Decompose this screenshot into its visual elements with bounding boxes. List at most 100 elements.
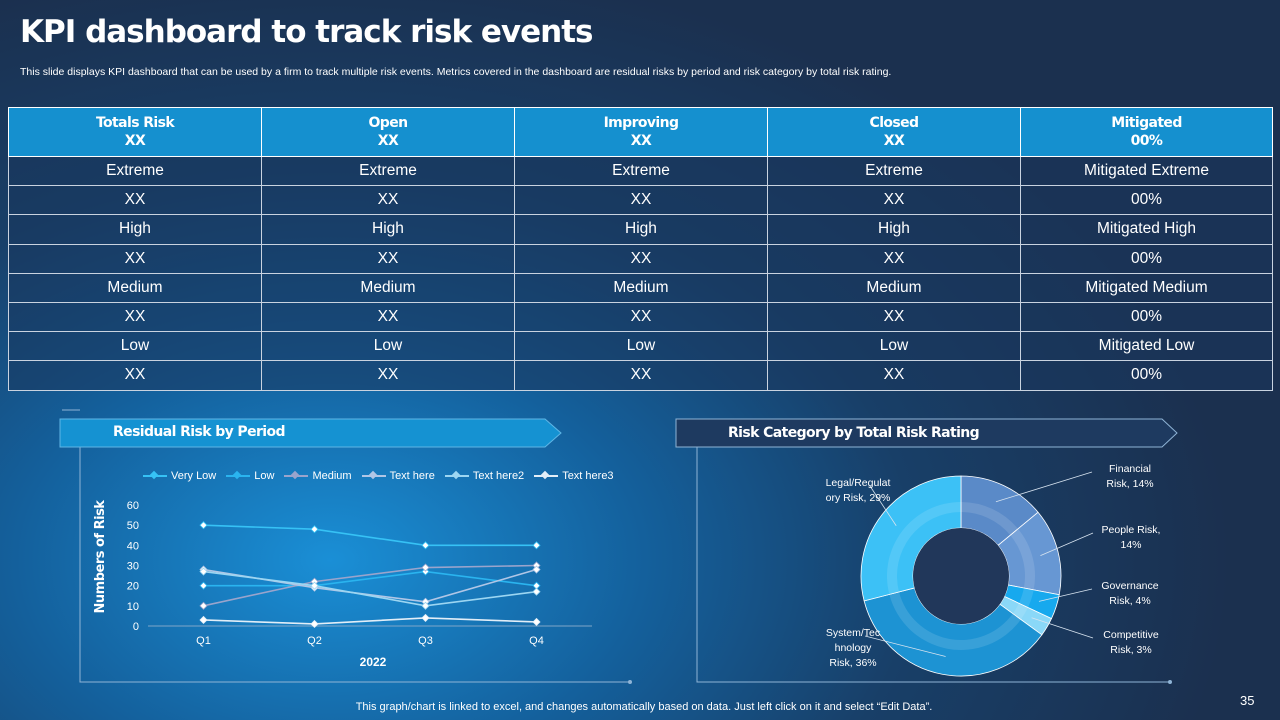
- header-open: Open XX: [261, 107, 515, 157]
- y-tick-label: 20: [127, 581, 139, 593]
- series-line: [203, 570, 537, 587]
- table-cell: High: [8, 214, 262, 245]
- series-marker: [310, 619, 319, 629]
- left-frame: [79, 446, 630, 683]
- y-tick-label: 60: [127, 500, 139, 512]
- slice-label: People Risk, 14%: [1102, 524, 1161, 551]
- table-header-row: Totals Risk XX Open XX Improving XX Closed X…: [8, 107, 1273, 157]
- legend-swatch: [143, 471, 167, 481]
- series-marker: [199, 567, 208, 576]
- x-tick-label: Q4: [529, 635, 544, 647]
- header-totals-risk: Totals Risk XX: [8, 107, 262, 157]
- series-marker: [310, 581, 319, 590]
- donut-slice-highlight: [1010, 528, 1035, 590]
- slice-label-line: 14%: [1120, 539, 1141, 551]
- table-cell: 00%: [1020, 360, 1273, 391]
- series-marker: [532, 541, 541, 550]
- y-tick-label: 50: [127, 520, 139, 532]
- page-number: 35: [1240, 693, 1255, 708]
- table-cell: XX: [514, 360, 768, 391]
- slide-subtitle: This slide displays KPI dashboard that c…: [20, 66, 892, 78]
- slice-label-line: Financial: [1109, 463, 1151, 475]
- legend-label: Text here3: [562, 470, 614, 482]
- right-frame: [696, 446, 1170, 683]
- series-marker: [421, 613, 430, 622]
- slide-title: KPI dashboard to track risk events: [20, 14, 593, 50]
- legend-label: Text here2: [472, 470, 525, 482]
- legend-label: Low: [254, 470, 275, 482]
- table-cell: Low: [8, 331, 262, 362]
- series-marker: [199, 615, 208, 625]
- donut-hole: [913, 528, 1009, 624]
- legend-item: Text here3: [534, 470, 614, 482]
- table-row: Medium Medium Medium Medium Mitigated Medium: [8, 272, 1273, 303]
- slice-label: Legal/Regulat ory Risk, 29%: [826, 477, 891, 504]
- header-value: XX: [630, 133, 652, 149]
- y-tick-label: 10: [127, 601, 139, 613]
- table-cell: Mitigated Extreme: [1020, 155, 1273, 187]
- table-cell: XX: [767, 243, 1021, 274]
- x-tick-label: Q2: [307, 635, 322, 647]
- y-tick-label: 0: [133, 621, 139, 633]
- x-tick-label: Q1: [196, 635, 211, 647]
- slice-label: Governance Risk, 4%: [1101, 580, 1158, 607]
- leader-line: [869, 485, 897, 526]
- table-cell: 00%: [1020, 243, 1273, 274]
- donut-slice-highlight: [889, 591, 1021, 651]
- leader-line: [995, 471, 1093, 503]
- table-cell: XX: [8, 301, 262, 333]
- x-tick-label: Q3: [418, 635, 433, 647]
- series-marker: [310, 525, 319, 534]
- slice-label: System/Tec hnology Risk, 36%: [826, 627, 880, 669]
- series-marker: [421, 563, 430, 572]
- slice-label-line: ory Risk, 29%: [826, 492, 891, 504]
- table-cell: XX: [767, 301, 1021, 333]
- slice-label-line: Legal/Regulat: [826, 477, 891, 489]
- y-tick-label: 30: [127, 561, 139, 573]
- pie-panel-heading: Risk Category by Total Risk Rating: [728, 425, 980, 441]
- donut-slice-highlight: [961, 502, 1019, 536]
- legend-item: Medium: [284, 470, 352, 482]
- legend-label: Medium: [312, 470, 352, 482]
- series-marker: [532, 587, 541, 596]
- legend-swatch: [444, 471, 469, 481]
- table-cell: XX: [261, 185, 515, 216]
- leader-line: [864, 635, 946, 657]
- header-label: Improving: [603, 115, 679, 131]
- table-cell: High: [261, 214, 515, 245]
- header-value: XX: [883, 133, 905, 149]
- table-cell: Mitigated Low: [1020, 331, 1273, 362]
- table-cell: High: [767, 214, 1021, 245]
- series-marker: [532, 617, 541, 627]
- table-cell: XX: [261, 243, 515, 274]
- legend-item: Very Low: [143, 470, 216, 482]
- table-cell: Low: [261, 331, 515, 362]
- header-mitigated: Mitigated 00%: [1020, 107, 1273, 157]
- table-row: Extreme Extreme Extreme Extreme Mitigated Ex…: [8, 155, 1273, 187]
- y-tick-label: 40: [127, 540, 139, 552]
- left-frame-dot: [628, 680, 632, 684]
- slice-label-line: People Risk,: [1102, 524, 1161, 536]
- table-row: XX XX XX XX 00%: [8, 185, 1273, 216]
- leader-line: [1040, 532, 1094, 556]
- footer-note: This graph/chart is linked to excel, and…: [355, 701, 933, 713]
- header-label: Totals Risk: [95, 115, 175, 131]
- slice-label-line: Risk, 14%: [1106, 478, 1153, 490]
- slice-label-line: Risk, 3%: [1110, 644, 1151, 656]
- header-label: Open: [368, 115, 409, 131]
- kpi-table: Totals Risk XX Open XX Improving XX Closed X…: [8, 107, 1273, 391]
- series-line: [203, 617, 537, 625]
- table-cell: High: [514, 214, 768, 245]
- table-cell: XX: [767, 360, 1021, 391]
- slice-label: Financial Risk, 14%: [1106, 463, 1153, 490]
- legend-swatch: [284, 471, 309, 481]
- series-marker: [421, 541, 430, 550]
- donut-slice-highlight: [1012, 603, 1028, 620]
- table-cell: Low: [767, 331, 1021, 362]
- table-cell: Mitigated Medium: [1020, 272, 1273, 303]
- donut-slice-highlight: [886, 502, 961, 595]
- table-cell: XX: [514, 185, 768, 216]
- legend-swatch: [361, 471, 386, 481]
- header-label: Mitigated: [1111, 115, 1182, 131]
